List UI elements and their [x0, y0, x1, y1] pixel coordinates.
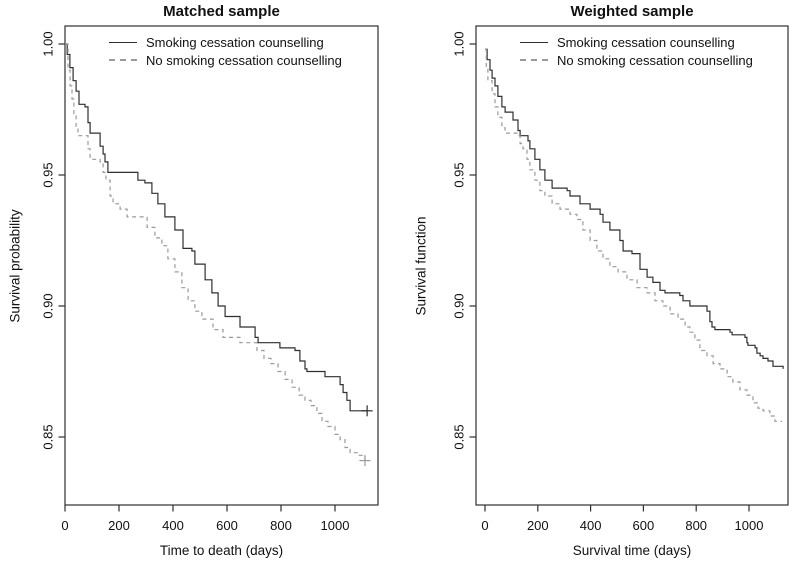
x-tick-label: 1000 [321, 518, 350, 533]
x-tick-label: 800 [685, 518, 707, 533]
survival-curve-solid [485, 48, 784, 369]
legend-matched: Smoking cessation counselling No smoking… [109, 33, 342, 69]
x-tick-label: 200 [527, 518, 549, 533]
survival-curve-dashed [65, 43, 366, 461]
y-tick-label: 0.85 [452, 424, 467, 449]
panel-title-matched: Matched sample [163, 3, 280, 20]
y-tick-label: 0.95 [41, 162, 56, 187]
x-tick-label: 1000 [735, 518, 764, 533]
y-tick-label: 1.00 [452, 31, 467, 56]
y-axis-label-weighted: Survival function [413, 216, 429, 316]
x-tick-label: 400 [162, 518, 184, 533]
y-tick-label: 0.95 [452, 162, 467, 187]
x-axis-label-weighted: Survival time (days) [572, 543, 692, 558]
legend-label: Smoking cessation counselling [557, 34, 735, 50]
y-tick-label: 1.00 [41, 31, 56, 56]
y-axis-label-matched: Survival probability [7, 209, 23, 323]
dashed-line-swatch [109, 59, 137, 61]
survival-curve-dashed [485, 48, 782, 422]
x-tick-label: 600 [633, 518, 655, 533]
dashed-line-swatch [520, 59, 548, 61]
legend-label: No smoking cessation counselling [557, 52, 753, 68]
x-tick-label: 400 [580, 518, 602, 533]
solid-line-swatch [109, 41, 137, 43]
x-tick-label: 600 [216, 518, 238, 533]
x-tick-label: 800 [270, 518, 292, 533]
legend-label: No smoking cessation counselling [146, 52, 342, 68]
legend-item-no-counselling: No smoking cessation counselling [520, 51, 753, 69]
x-tick-label: 0 [61, 518, 68, 533]
survival-curve-solid [65, 43, 368, 412]
plot-frame [475, 25, 789, 506]
panel-title-weighted: Weighted sample [570, 3, 694, 20]
x-axis-label-matched: Time to death (days) [159, 543, 284, 558]
y-tick-label: 0.90 [452, 293, 467, 318]
legend-label: Smoking cessation counselling [146, 34, 324, 50]
legend-item-counselling: Smoking cessation counselling [109, 33, 342, 51]
solid-line-swatch [520, 41, 548, 43]
y-tick-label: 0.90 [41, 293, 56, 318]
y-tick-label: 0.85 [41, 424, 56, 449]
x-tick-label: 0 [481, 518, 488, 533]
plot-frame [64, 25, 379, 506]
legend-item-no-counselling: No smoking cessation counselling [109, 51, 342, 69]
legend-weighted: Smoking cessation counselling No smoking… [520, 33, 753, 69]
legend-item-counselling: Smoking cessation counselling [520, 33, 753, 51]
x-tick-label: 200 [108, 518, 130, 533]
